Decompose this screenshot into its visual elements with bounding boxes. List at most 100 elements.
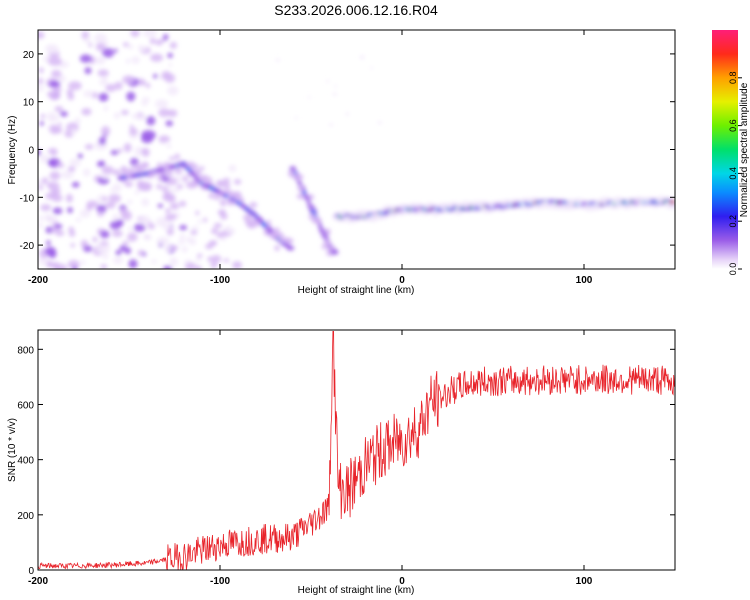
colorbar-gradient xyxy=(712,30,738,269)
y-tick-label: 200 xyxy=(17,511,34,522)
colorbar-tick-label: 0.8 xyxy=(728,72,738,85)
heatmap-cell xyxy=(185,236,193,243)
heatmap-cell xyxy=(213,194,220,201)
x-tick-label: -100 xyxy=(210,576,230,587)
heatmap-cell xyxy=(97,211,105,217)
snr-panel: -200 -100 0 100 0 200 400 600 800 Height of stra… xyxy=(7,329,676,596)
heatmap-cell xyxy=(294,116,298,120)
heatmap-cell xyxy=(128,259,138,269)
heatmap-cell xyxy=(115,219,124,227)
heatmap-cell xyxy=(122,240,129,246)
heatmap-cell xyxy=(307,204,315,210)
heatmap-cell xyxy=(179,224,188,231)
heatmap-cell xyxy=(189,163,199,170)
heatmap-cell xyxy=(169,257,178,267)
heatmap-cell xyxy=(196,253,203,258)
heatmap-cell xyxy=(103,105,109,112)
heatmap-cell xyxy=(156,162,163,169)
heatmap-cell xyxy=(70,243,75,248)
heatmap-cell xyxy=(317,223,323,229)
heatmap-cell xyxy=(38,67,44,74)
heatmap-cell xyxy=(149,37,156,45)
snr-frame xyxy=(37,329,676,571)
heatmap-cell xyxy=(168,62,173,67)
heatmap-cell xyxy=(77,153,83,159)
x-tick-label: 0 xyxy=(399,275,405,286)
heatmap-cell xyxy=(321,232,329,239)
heatmap-cell xyxy=(86,204,93,211)
heatmap-cell xyxy=(157,203,164,208)
heatmap-cell xyxy=(141,147,150,157)
heatmap-cell xyxy=(97,69,109,77)
heatmap-cell xyxy=(79,209,91,218)
heatmap-cell xyxy=(217,209,227,215)
heatmap-cell xyxy=(210,261,218,269)
heatmap-cell xyxy=(326,79,330,83)
heatmap-cell xyxy=(195,210,200,216)
heatmap-cell xyxy=(100,264,108,269)
heatmap-cell xyxy=(161,70,172,80)
heatmap-cell xyxy=(121,210,132,221)
heatmap-cell xyxy=(164,245,173,253)
heatmap-cell xyxy=(127,232,138,242)
heatmap-cell xyxy=(377,121,383,125)
heatmap-cell xyxy=(162,193,175,202)
heatmap-cell xyxy=(141,100,148,106)
heatmap-cell xyxy=(176,184,184,190)
heatmap-cell xyxy=(175,175,182,183)
heatmap-cell xyxy=(54,105,64,113)
heatmap-cell xyxy=(297,180,303,186)
heatmap-cell xyxy=(133,223,146,232)
x-tick-label: -100 xyxy=(210,275,230,286)
heatmap-cell xyxy=(145,82,151,89)
heatmap-cell xyxy=(98,136,107,146)
heatmap-cell xyxy=(129,127,138,136)
heatmap-cell xyxy=(233,178,242,185)
heatmap-cell xyxy=(84,144,94,150)
heatmap-cell xyxy=(67,92,75,101)
heatmap-cell xyxy=(67,259,80,269)
heatmap-cell xyxy=(48,80,61,88)
heatmap-cell xyxy=(41,177,49,185)
heatmap-cell xyxy=(105,201,116,209)
x-tick-label: -200 xyxy=(28,275,48,286)
heatmap-cell xyxy=(164,208,171,213)
heatmap-cell xyxy=(51,69,62,78)
heatmap-cell xyxy=(38,185,44,191)
heatmap-cell xyxy=(139,114,148,120)
heatmap-cell xyxy=(124,181,133,188)
heatmap-cell xyxy=(323,239,331,246)
heatmap-cell xyxy=(276,232,285,239)
heatmap-cell xyxy=(296,193,304,200)
heatmap-cell xyxy=(40,113,46,119)
heatmap-cell xyxy=(88,42,93,48)
heatmap-cell xyxy=(171,245,179,251)
colorbar-tick-label: 0.2 xyxy=(728,215,738,228)
heatmap-cell xyxy=(249,202,258,209)
heatmap-cell xyxy=(179,233,186,239)
heatmap-cell xyxy=(156,183,163,190)
heatmap-cell xyxy=(306,199,312,205)
heatmap-cell xyxy=(48,262,56,268)
heatmap-cell xyxy=(178,237,185,245)
heatmap-cell xyxy=(38,215,45,222)
heatmap-cell xyxy=(228,164,237,172)
x-tick-label: -200 xyxy=(28,576,48,587)
heatmap-cell xyxy=(191,181,199,188)
heatmap-cell xyxy=(128,226,133,232)
heatmap-cell xyxy=(142,30,157,38)
heatmap-cell xyxy=(223,258,230,263)
heatmap-cell xyxy=(199,166,205,171)
heatmap-cell xyxy=(194,169,202,176)
x-tick-label: 100 xyxy=(576,275,593,286)
heatmap-cell xyxy=(81,107,92,116)
figure-title: S233.2026.006.12.16.R04 xyxy=(274,2,438,18)
heatmap-cell xyxy=(195,265,202,269)
heatmap-cell xyxy=(311,210,316,214)
heatmap-cell xyxy=(51,46,59,54)
heatmap-cell xyxy=(131,113,141,120)
heatmap-cell xyxy=(70,128,77,135)
heatmap-cell xyxy=(334,84,337,88)
heatmap-cell xyxy=(101,165,114,175)
heatmap-cell xyxy=(311,217,321,224)
